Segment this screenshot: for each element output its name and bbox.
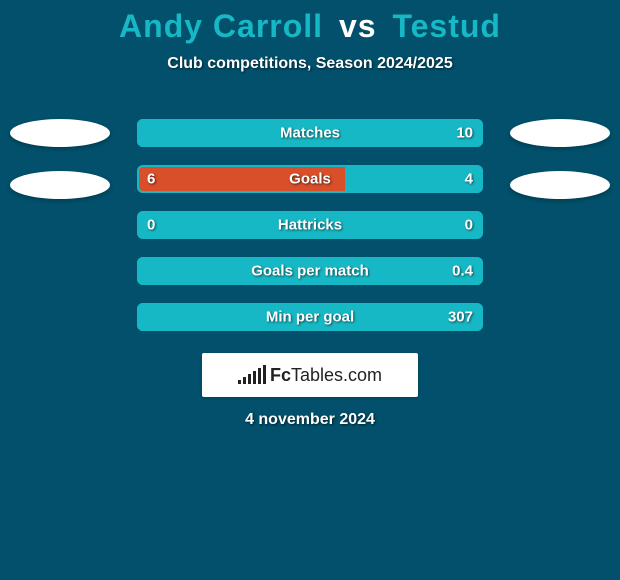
stat-bars: Matches 10 6 Goals 4 0 Hattricks 0 Goals per mat… — [137, 119, 483, 331]
avatar-placeholder — [510, 119, 610, 147]
logo-text-rest: Tables.com — [291, 365, 382, 385]
stat-left-value: 6 — [147, 171, 155, 188]
title-player2: Testud — [392, 8, 501, 44]
stat-label: Hattricks — [278, 217, 342, 234]
page-title: Andy Carroll vs Testud — [0, 0, 620, 45]
logo-text-bold: Fc — [270, 365, 291, 385]
stat-label: Matches — [280, 125, 340, 142]
stat-label: Min per goal — [266, 309, 354, 326]
logo-bar-segment — [243, 377, 246, 384]
left-avatar-column — [0, 119, 120, 199]
avatar-placeholder — [10, 171, 110, 199]
stat-bar: Min per goal 307 — [137, 303, 483, 331]
subtitle: Club competitions, Season 2024/2025 — [0, 55, 620, 73]
stat-bar: Matches 10 — [137, 119, 483, 147]
right-avatar-column — [500, 119, 620, 199]
stat-label: Goals per match — [251, 263, 369, 280]
stat-left-value: 0 — [147, 217, 155, 234]
stat-right-value: 0 — [465, 217, 473, 234]
comparison-body: Matches 10 6 Goals 4 0 Hattricks 0 Goals per mat… — [0, 119, 620, 331]
stat-right-value: 4 — [465, 171, 473, 188]
title-player1: Andy Carroll — [119, 8, 323, 44]
title-vs: vs — [339, 8, 377, 44]
stat-right-value: 10 — [456, 125, 473, 142]
stat-bar: 0 Hattricks 0 — [137, 211, 483, 239]
avatar-placeholder — [510, 171, 610, 199]
comparison-canvas: Andy Carroll vs Testud Club competitions… — [0, 0, 620, 580]
stat-bar: Goals per match 0.4 — [137, 257, 483, 285]
logo-bars-icon — [238, 366, 266, 384]
stat-label: Goals — [289, 171, 331, 188]
stat-right-value: 307 — [448, 309, 473, 326]
logo-text: FcTables.com — [270, 365, 382, 386]
stat-right-value: 0.4 — [452, 263, 473, 280]
stat-bar-right-fill — [345, 165, 483, 193]
logo-bar-segment — [253, 371, 256, 384]
logo-bar-segment — [238, 380, 241, 384]
logo-bar-segment — [248, 374, 251, 384]
date-label: 4 november 2024 — [0, 411, 620, 429]
stat-bar: 6 Goals 4 — [137, 165, 483, 193]
logo-bar-segment — [263, 365, 266, 384]
avatar-placeholder — [10, 119, 110, 147]
logo-box: FcTables.com — [202, 353, 418, 397]
logo-bar-segment — [258, 368, 261, 384]
